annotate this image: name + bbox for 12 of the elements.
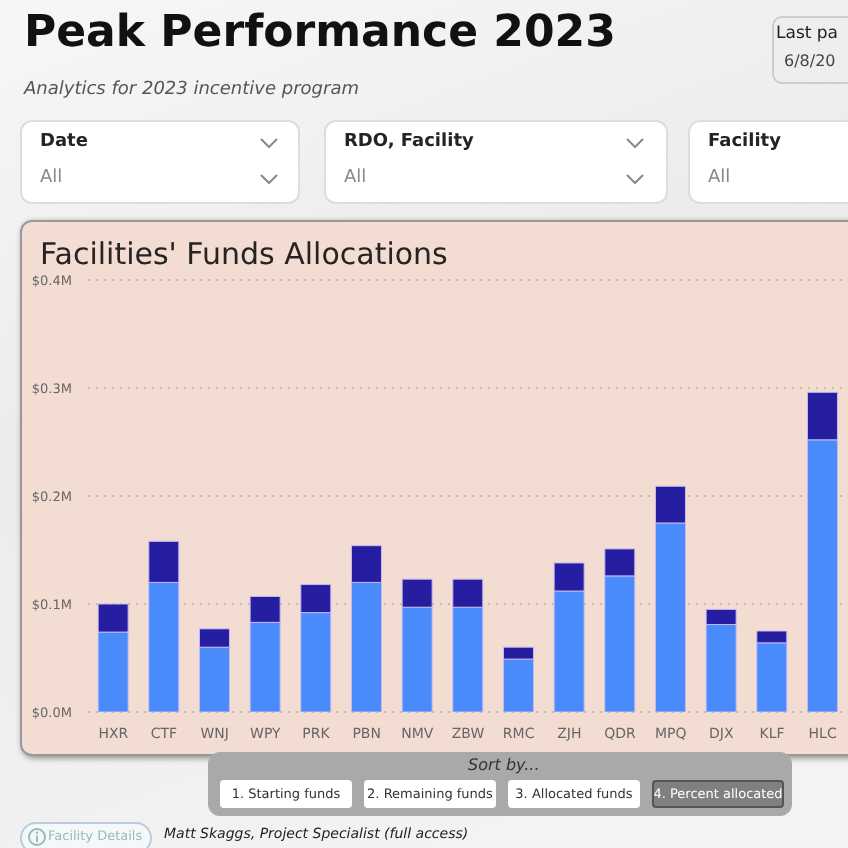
text: All	[708, 168, 731, 188]
text: Date	[40, 132, 88, 152]
text: RDO, Facility	[344, 132, 474, 152]
text: Last pa	[776, 24, 839, 44]
text: Facilities' Funds Allocations	[40, 236, 448, 272]
text: Sort by...	[468, 756, 540, 774]
text: All	[344, 168, 367, 188]
chart-title: Peak Performance 2023	[24, 8, 616, 58]
text: All	[40, 168, 63, 188]
text: 6/8/20	[784, 52, 836, 70]
chart-subtitle: Analytics for 2023 incentive program	[24, 80, 359, 100]
text: Facility	[708, 132, 781, 152]
